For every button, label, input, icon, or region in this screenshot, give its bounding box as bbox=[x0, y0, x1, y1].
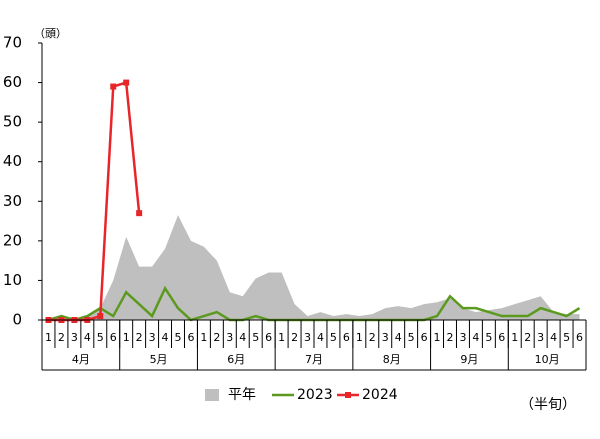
x-tick-label: 6 bbox=[187, 331, 194, 344]
legend-marker bbox=[345, 392, 351, 398]
y-tick-label: 0 bbox=[12, 311, 22, 329]
x-tick-label: 6 bbox=[265, 331, 272, 344]
y-tick-label: 50 bbox=[3, 113, 22, 131]
marker bbox=[97, 313, 104, 320]
x-tick-label: 3 bbox=[71, 331, 78, 344]
group-label: 5月 bbox=[150, 353, 168, 366]
x-tick-label: 2 bbox=[213, 331, 220, 344]
x-tick-label: 1 bbox=[278, 331, 285, 344]
x-tick-label: 1 bbox=[45, 331, 52, 344]
x-tick-label: 3 bbox=[226, 331, 233, 344]
x-tick-label: 1 bbox=[123, 331, 130, 344]
x-tick-label: 6 bbox=[343, 331, 350, 344]
x-tick-label: 3 bbox=[304, 331, 311, 344]
legend-label: 平年 bbox=[228, 387, 256, 403]
group-label: 8月 bbox=[383, 353, 401, 366]
x-tick-label: 2 bbox=[447, 331, 454, 344]
x-tick-label: 4 bbox=[395, 331, 402, 344]
marker bbox=[123, 79, 130, 86]
x-tick-label: 3 bbox=[537, 331, 544, 344]
x-tick-label: 6 bbox=[576, 331, 583, 344]
x-tick-label: 5 bbox=[252, 331, 259, 344]
y-tick-label: 30 bbox=[3, 192, 22, 210]
y-axis-label: （頭） bbox=[34, 27, 67, 40]
y-tick-label: 10 bbox=[3, 271, 22, 289]
x-tick-label: 1 bbox=[434, 331, 441, 344]
legend-label: 2023 bbox=[297, 387, 333, 403]
x-tick-label: 2 bbox=[369, 331, 376, 344]
group-label: 4月 bbox=[72, 353, 90, 366]
x-tick-label: 4 bbox=[472, 331, 479, 344]
area bbox=[48, 215, 580, 320]
x-tick-label: 5 bbox=[175, 331, 182, 344]
x-axis-label: （半旬） bbox=[520, 397, 576, 413]
group-label: 6月 bbox=[227, 353, 245, 366]
x-tick-label: 4 bbox=[84, 331, 91, 344]
x-tick-label: 6 bbox=[421, 331, 428, 344]
x-tick-label: 2 bbox=[291, 331, 298, 344]
x-tick-label: 1 bbox=[511, 331, 518, 344]
x-tick-label: 6 bbox=[498, 331, 505, 344]
x-tick-label: 3 bbox=[149, 331, 156, 344]
group-label: 9月 bbox=[460, 353, 478, 366]
x-tick-label: 1 bbox=[356, 331, 363, 344]
y-tick-label: 40 bbox=[3, 152, 22, 170]
x-tick-label: 2 bbox=[524, 331, 531, 344]
y-tick-label: 20 bbox=[3, 231, 22, 249]
x-tick-label: 3 bbox=[382, 331, 389, 344]
legend-label: 2024 bbox=[362, 387, 398, 403]
x-tick-label: 4 bbox=[317, 331, 324, 344]
x-tick-label: 6 bbox=[110, 331, 117, 344]
y-tick-label: 60 bbox=[3, 73, 22, 91]
marker bbox=[110, 83, 117, 90]
x-tick-label: 5 bbox=[408, 331, 415, 344]
group-label: 10月 bbox=[535, 353, 560, 366]
x-tick-label: 5 bbox=[330, 331, 337, 344]
marker bbox=[136, 210, 143, 217]
x-tick-label: 4 bbox=[239, 331, 246, 344]
x-tick-label: 2 bbox=[136, 331, 143, 344]
x-tick-label: 5 bbox=[485, 331, 492, 344]
x-tick-label: 4 bbox=[550, 331, 557, 344]
legend-swatch bbox=[205, 389, 219, 401]
x-tick-label: 3 bbox=[459, 331, 466, 344]
x-tick-label: 1 bbox=[200, 331, 207, 344]
x-tick-label: 5 bbox=[97, 331, 104, 344]
y-tick-label: 70 bbox=[3, 34, 22, 52]
x-tick-label: 5 bbox=[563, 331, 570, 344]
x-tick-label: 4 bbox=[162, 331, 169, 344]
group-label: 7月 bbox=[305, 353, 323, 366]
x-tick-label: 2 bbox=[58, 331, 65, 344]
